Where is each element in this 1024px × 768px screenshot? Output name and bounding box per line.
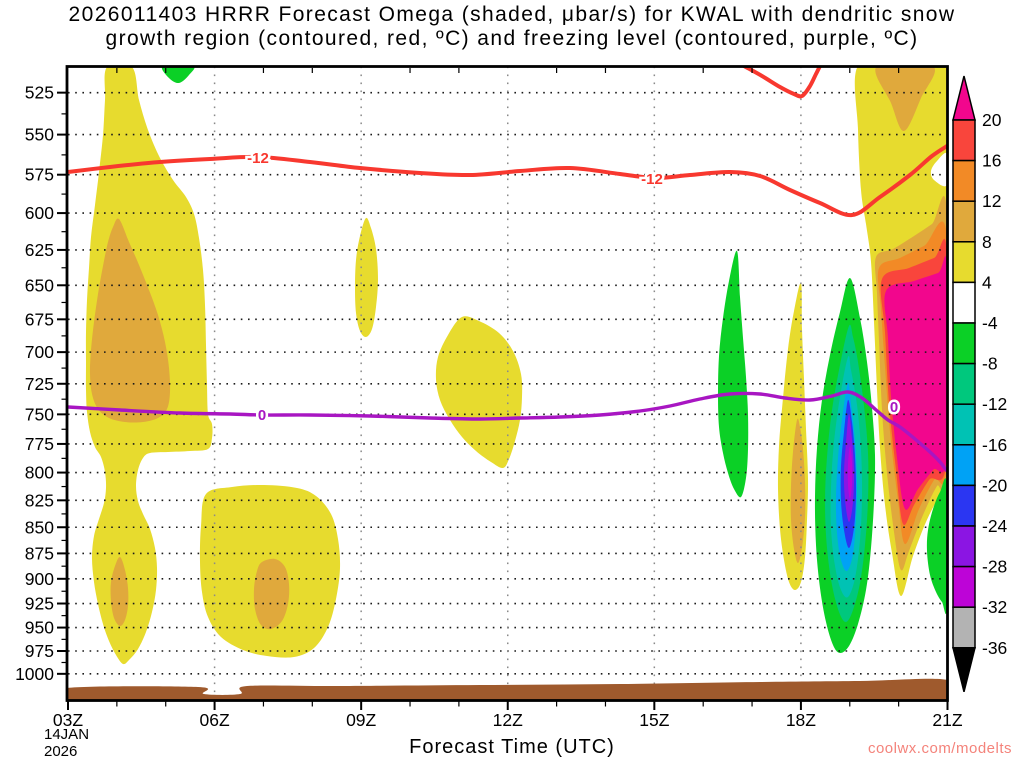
chart-title-line2: growth region (contoured, red, ºC) and f… [105, 27, 919, 50]
colorbar-label: -32 [982, 597, 1007, 617]
freezing-level-contour-label: 0 [258, 407, 266, 424]
x-tick-label: 03Z [53, 710, 83, 730]
start-date: 14JAN 2026 [44, 726, 89, 760]
y-tick-label: 650 [25, 275, 54, 295]
y-tick-label: 875 [25, 543, 54, 563]
colorbar-label: -24 [982, 516, 1008, 536]
colorbar-band [952, 484, 976, 527]
omega-region-updraft-09z-sliver [355, 217, 378, 338]
colorbar-label: 20 [982, 110, 1002, 130]
omega-region-updraft-lowlevel-core [253, 558, 290, 630]
chart-title-line1: 2026011403 HRRR Forecast Omega (shaded, … [68, 3, 956, 26]
y-tick-label: 1000 [15, 664, 54, 684]
x-tick-label: 12Z [493, 710, 523, 730]
dendritic-growth-region-contour-label: -12 [641, 171, 663, 188]
x-tick-label: 21Z [932, 710, 962, 730]
omega-region-updraft-right-top-core [875, 66, 935, 132]
freezing-level-contour-label: 0 [890, 399, 898, 416]
y-tick-label: 700 [25, 342, 54, 362]
colorbar-band [952, 281, 976, 324]
y-tick-label: 725 [25, 374, 54, 394]
omega-region-updraft-right-notch [930, 153, 948, 187]
watermark: coolwx.com/modelts [867, 740, 1012, 757]
colorbar-band [952, 200, 976, 243]
colorbar-label: 16 [982, 151, 1001, 171]
plot-area: -12 -12 0 0 [67, 66, 948, 701]
colorbar-label: -36 [982, 638, 1007, 658]
colorbar-band [952, 119, 976, 162]
colorbar-label: -16 [982, 435, 1007, 455]
omega-region-downdraft-19z-core [847, 445, 853, 500]
colorbar-label: -20 [982, 475, 1008, 495]
start-date-day: 14JAN [44, 726, 90, 743]
colorbar-label: 8 [982, 232, 992, 252]
y-tick-label: 750 [25, 404, 54, 424]
y-tick-label: 975 [25, 641, 54, 661]
colorbar-under-arrow [952, 647, 976, 692]
omega-region-updraft-left-core-lower [110, 556, 129, 627]
x-tick-label: 06Z [200, 710, 230, 730]
omega-region-updraft-11z-midlevel [435, 316, 523, 469]
omega-region-downdraft-top-left-cap [161, 66, 195, 84]
y-tick-label: 850 [25, 517, 54, 537]
colorbar-band [952, 362, 976, 405]
terrain-strip [67, 678, 948, 701]
omega-region-updraft-18z-strip-core [790, 418, 806, 564]
omega-region-downdraft-right-edge [926, 478, 948, 615]
dendritic-growth-region-contour-line [67, 144, 948, 218]
omega-region-downdraft-16z-sliver [718, 250, 749, 498]
y-tick-label: 825 [25, 490, 54, 510]
y-tick-label: 575 [25, 165, 54, 185]
omega-region-updraft-18z-strip [777, 282, 809, 590]
plot-frame [65, 65, 949, 702]
chart-title: 2026011403 HRRR Forecast Omega (shaded, … [0, 3, 1024, 51]
y-tick-label: 675 [25, 309, 54, 329]
y-tick-label: 950 [25, 618, 54, 638]
y-tick-label: 900 [25, 569, 54, 589]
dendritic-growth-region-contour-label: -12 [247, 150, 269, 167]
colorbar-band [952, 322, 976, 365]
colorbar-band [952, 159, 976, 202]
x-tick-label: 09Z [346, 710, 376, 730]
start-date-year: 2026 [44, 743, 78, 760]
colorbar-label: -28 [982, 557, 1007, 577]
y-tick-label: 775 [25, 434, 54, 454]
y-tick-label: 525 [25, 83, 54, 103]
y-tick-label: 800 [25, 463, 54, 483]
colorbar-band [952, 606, 976, 649]
colorbar-label: 12 [982, 191, 1001, 211]
freezing-level-contour-line [67, 390, 948, 473]
colorbar-label: -4 [982, 313, 998, 333]
colorbar-band [952, 444, 976, 487]
colorbar-label: -12 [982, 394, 1007, 414]
x-axis-title: Forecast Time (UTC) [409, 736, 615, 758]
y-tick-label: 925 [25, 594, 54, 614]
colorbar-band [952, 403, 976, 446]
colorbar-label: -8 [982, 354, 998, 374]
omega-region-updraft-left-core-upper [89, 218, 171, 423]
dendritic-growth-region-contour-line [742, 66, 822, 99]
colorbar-over-arrow [952, 75, 976, 121]
colorbar-band [952, 565, 976, 608]
y-tick-label: 600 [25, 203, 54, 223]
colorbar-band [952, 241, 976, 284]
y-tick-label: 550 [25, 125, 54, 145]
colorbar-label: 4 [982, 272, 992, 292]
y-tick-label: 625 [25, 240, 54, 260]
x-tick-label: 18Z [786, 710, 816, 730]
x-tick-label: 15Z [639, 710, 669, 730]
colorbar-band [952, 525, 976, 568]
